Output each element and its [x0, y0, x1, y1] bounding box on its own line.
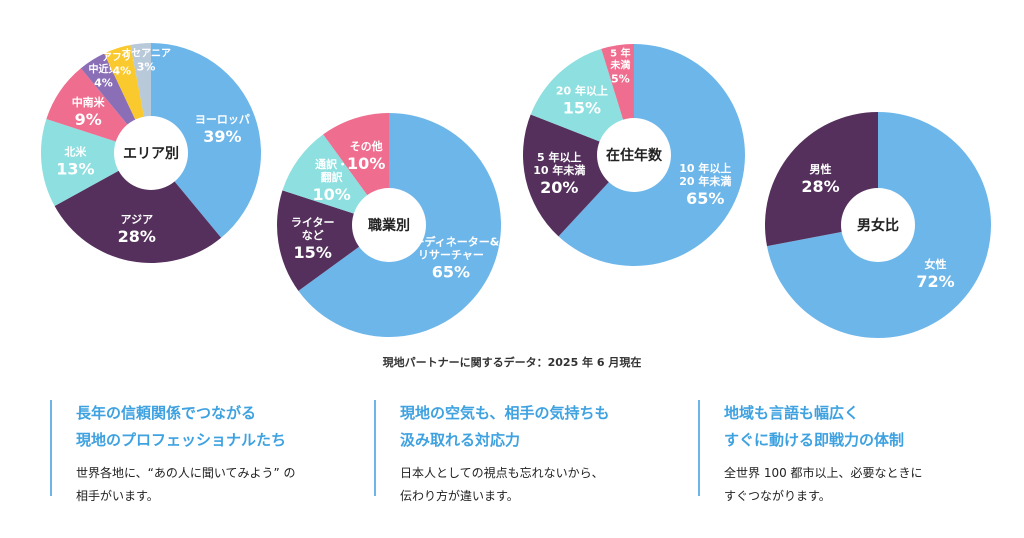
donut-hole	[597, 118, 671, 192]
slice-name: 北米	[64, 145, 87, 159]
feature-title-line: 現地のプロフェッショナルたち	[76, 431, 287, 449]
slice-value: 13%	[56, 160, 94, 179]
feature-title-line: 地域も言語も幅広く	[724, 404, 860, 422]
data-source-note: 現地パートナーに関するデータ：2025 年 6 月現在	[382, 356, 642, 369]
slice-name: 5 年以上	[537, 150, 581, 164]
slice-value: 4%	[94, 77, 113, 90]
feature-body-line: 相手がいます。	[76, 489, 159, 503]
slice-value: 10%	[312, 185, 350, 204]
pie-chart: ヨーロッパ39%アジア28%北米13%中南米9%中近東4%アフリカ4%オセアニア…	[40, 43, 262, 264]
slice-value: 9%	[75, 110, 102, 129]
slice-value: 65%	[686, 189, 724, 208]
feature-title-line: 現地の空気も、相手の気持ちも	[400, 404, 610, 422]
slice-name: 中南米	[72, 95, 106, 109]
feature-title-line: すぐに動ける即戦力の体制	[724, 431, 905, 449]
slice-name: 20 年未満	[679, 174, 731, 188]
slice-name: など	[302, 229, 324, 242]
pie-slice	[151, 43, 262, 238]
chart-title: 職業別	[368, 217, 410, 234]
slice-value: 3%	[137, 60, 156, 73]
slice-name: リサーチャー	[418, 249, 484, 262]
feature-title-line: 汲み取れる対応力	[400, 431, 521, 449]
charts-area: ヨーロッパ39%アジア28%北米13%中南米9%中近東4%アフリカ4%オセアニア…	[40, 43, 991, 338]
chart-title: 在住年数	[606, 147, 663, 164]
donut-hole	[352, 188, 426, 262]
slice-name: アフリカ	[102, 52, 142, 64]
slice-name: 翻訳	[321, 170, 344, 184]
feature-body: 日本人としての視点も忘れないから、 伝わり方が違います。	[400, 462, 674, 508]
feature-body-line: 世界各地に、“あの人に聞いてみよう” の	[76, 466, 296, 480]
pie-slice	[530, 48, 634, 155]
donut-hole	[114, 116, 188, 190]
slice-value: 4%	[112, 65, 131, 78]
slice-name: ライター	[291, 216, 335, 229]
donut-hole	[841, 188, 915, 262]
chart-title: 男女比	[857, 217, 899, 234]
pie-slice	[40, 119, 152, 206]
slice-value: 65%	[432, 263, 470, 282]
slice-value: 10%	[347, 154, 385, 173]
slice-value: 20%	[540, 178, 578, 197]
slice-value: 39%	[203, 127, 241, 146]
chart-title: エリア別	[123, 146, 179, 162]
feature-title: 現地の空気も、相手の気持ちも 汲み取れる対応力	[400, 400, 674, 454]
feature-trust: 長年の信頼関係でつながる 現地のプロフェッショナルたち 世界各地に、“あの人に聞…	[50, 400, 350, 503]
slice-name: 20 年以上	[556, 83, 608, 97]
feature-title: 長年の信頼関係でつながる 現地のプロフェッショナルたち	[76, 400, 350, 454]
slice-value: 15%	[294, 243, 332, 262]
feature-body-line: 伝わり方が違います。	[400, 489, 519, 503]
feature-body: 世界各地に、“あの人に聞いてみよう” の 相手がいます。	[76, 462, 350, 508]
feature-body-line: 全世界 100 都市以上、必要なときに	[724, 466, 923, 480]
slice-value: 72%	[916, 272, 954, 291]
slice-name: アジア	[121, 213, 154, 226]
slice-value: 15%	[563, 98, 601, 117]
slice-name: 通訳・	[315, 157, 348, 171]
feature-body-line: 日本人としての視点も忘れないから、	[400, 466, 604, 480]
slice-name: 未満	[609, 59, 630, 72]
feature-body-line: すぐつながります。	[724, 489, 831, 503]
slice-name: コーディネーター&	[402, 235, 499, 249]
slice-name: 10 年以上	[679, 161, 731, 175]
feature-responsiveness: 現地の空気も、相手の気持ちも 汲み取れる対応力 日本人としての視点も忘れないから…	[374, 400, 674, 503]
slice-value: 28%	[118, 227, 156, 246]
slice-name: ヨーロッパ	[195, 113, 250, 126]
slice-name: オセアニア	[121, 47, 171, 59]
slice-value: 28%	[801, 177, 839, 196]
pie-slice	[276, 190, 389, 291]
feature-body: 全世界 100 都市以上、必要なときに すぐつながります。	[724, 462, 998, 508]
pie-slice	[54, 153, 222, 264]
slice-name: 男性	[810, 162, 832, 176]
slice-name: 5 年	[610, 47, 630, 60]
pie-chart: コーディネーター&リサーチャー65%ライターなど15%通訳・翻訳10%その他10…	[276, 113, 502, 338]
feature-title-line: 長年の信頼関係でつながる	[76, 404, 257, 422]
slice-value: 5%	[611, 73, 630, 86]
slice-name: 10 年未満	[533, 163, 585, 177]
feature-title: 地域も言語も幅広く すぐに動ける即戦力の体制	[724, 400, 998, 454]
slice-name: その他	[350, 139, 383, 153]
slice-name: 女性	[925, 257, 947, 271]
feature-coverage: 地域も言語も幅広く すぐに動ける即戦力の体制 全世界 100 都市以上、必要なと…	[698, 400, 998, 503]
